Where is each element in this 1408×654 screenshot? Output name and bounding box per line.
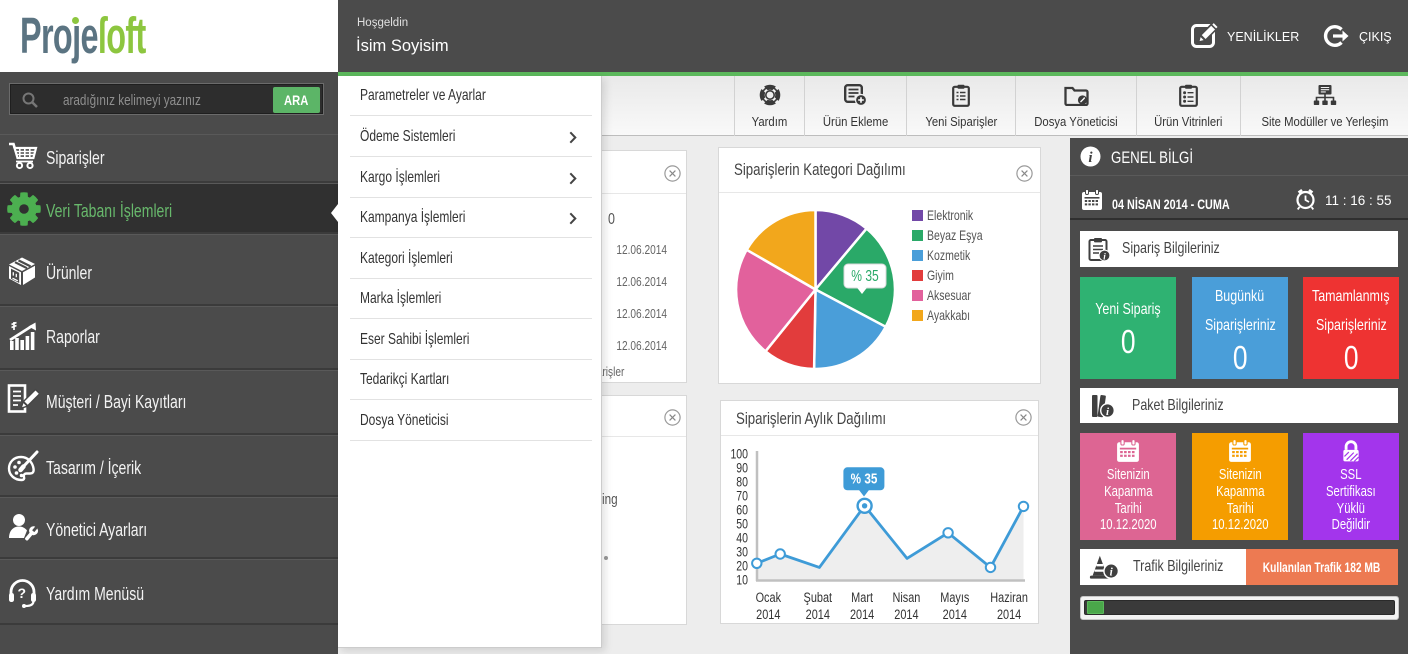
svg-text:40: 40 [736, 530, 748, 546]
svg-text:20: 20 [736, 558, 748, 574]
svg-text:i: i [1110, 567, 1114, 579]
svg-text:30: 30 [736, 544, 748, 560]
svg-text:Giyim: Giyim [927, 268, 954, 284]
svg-text:70: 70 [736, 488, 748, 504]
svg-text:Kozmetik: Kozmetik [927, 248, 971, 264]
svg-text:?: ? [18, 585, 27, 601]
svg-text:2014: 2014 [997, 607, 1021, 623]
svg-text:i: i [1106, 406, 1110, 418]
svg-text:i: i [1088, 150, 1093, 166]
svg-text:Aksesuar: Aksesuar [927, 288, 971, 304]
svg-text:90: 90 [736, 460, 748, 476]
svg-text:Ayakkabı: Ayakkabı [927, 308, 970, 324]
svg-text:Beyaz Eşya: Beyaz Eşya [927, 228, 983, 244]
svg-text:60: 60 [736, 502, 748, 518]
svg-text:10: 10 [736, 572, 748, 588]
svg-text:2014: 2014 [806, 607, 830, 623]
svg-text:Şubat: Şubat [804, 590, 833, 606]
svg-text:2014: 2014 [850, 607, 874, 623]
svg-text:2014: 2014 [943, 607, 967, 623]
svg-text:2014: 2014 [894, 607, 918, 623]
svg-text:Mayıs: Mayıs [940, 590, 969, 606]
svg-text:50: 50 [736, 516, 748, 532]
svg-text:% 35: % 35 [851, 470, 878, 487]
svg-text:i: i [1103, 251, 1106, 261]
svg-text:Ocak: Ocak [756, 590, 782, 606]
svg-text:80: 80 [736, 474, 748, 490]
svg-text:Elektronik: Elektronik [927, 208, 974, 224]
svg-text:% 35: % 35 [851, 267, 879, 285]
svg-text:Nisan: Nisan [892, 590, 920, 606]
svg-text:Haziran: Haziran [990, 590, 1028, 606]
svg-text:Mart: Mart [851, 590, 873, 606]
svg-text:100: 100 [730, 446, 748, 462]
svg-text:2014: 2014 [756, 607, 780, 623]
